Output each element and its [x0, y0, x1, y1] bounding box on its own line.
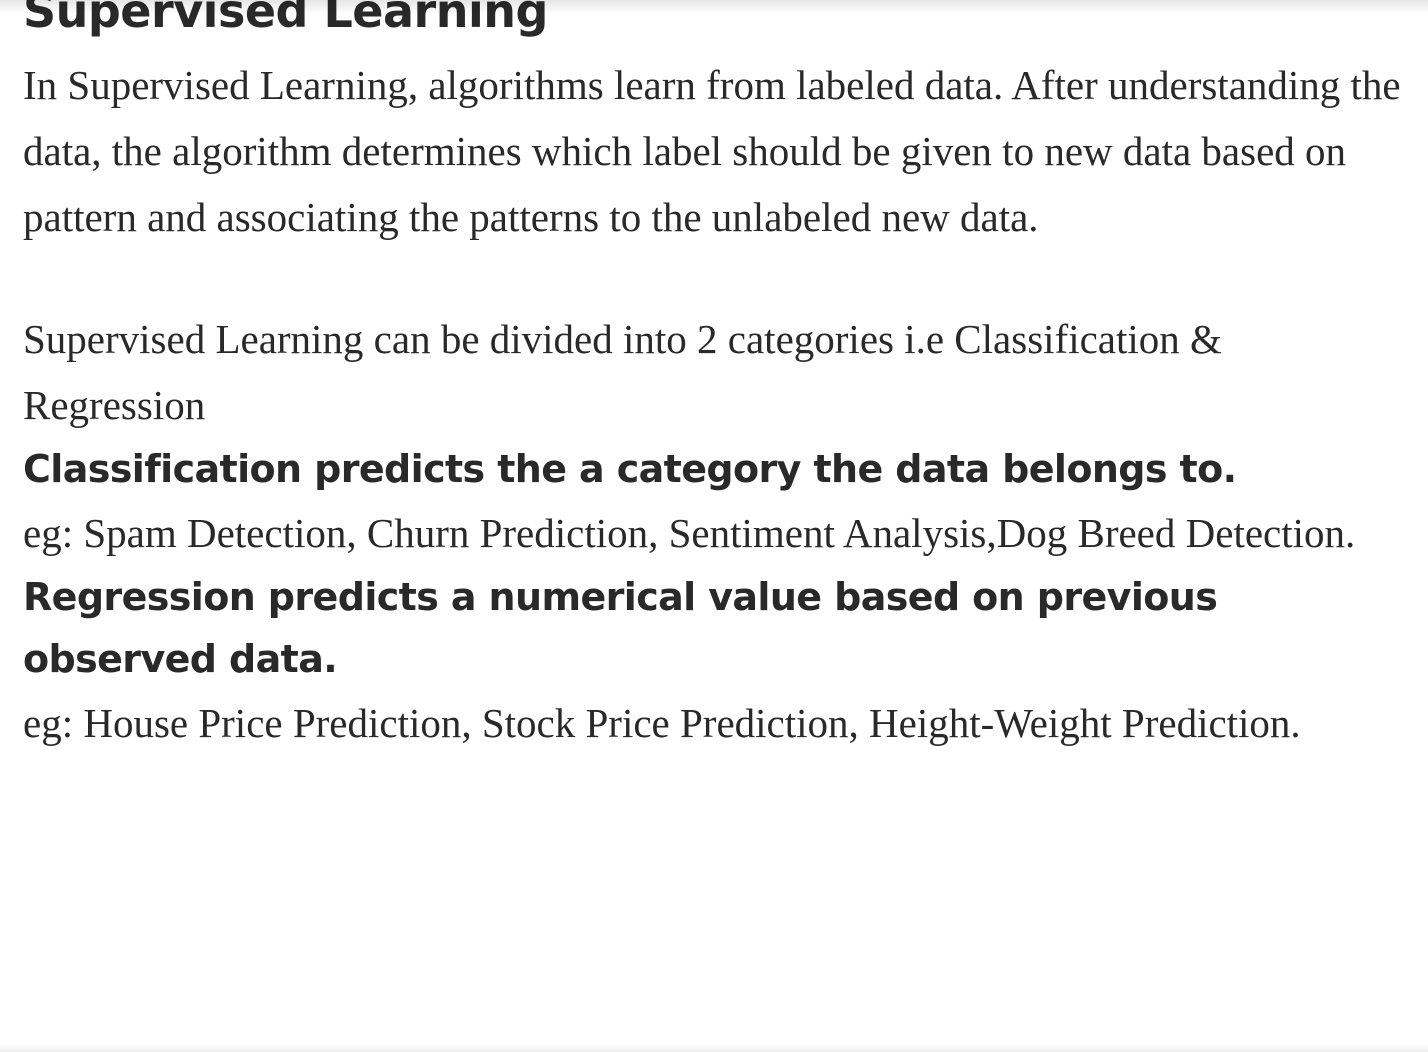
intro-paragraph: In Supervised Learning, algorithms learn… [23, 62, 1401, 240]
regression-example: eg: House Price Prediction, Stock Price … [23, 700, 1301, 746]
categories-paragraph: Supervised Learning can be divided into … [23, 316, 1222, 428]
regression-heading: Regression predicts a numerical value ba… [23, 575, 1218, 681]
classification-example: eg: Spam Detection, Churn Prediction, Se… [23, 510, 1356, 556]
section-title: Supervised Learning [23, 0, 548, 38]
classification-heading: Classification predicts the a category t… [23, 447, 1237, 491]
bottom-edge-shadow [0, 1044, 1428, 1052]
article-body: Supervised Learning In Supervised Learni… [23, 0, 1413, 756]
top-scroll-shadow [0, 0, 1428, 14]
